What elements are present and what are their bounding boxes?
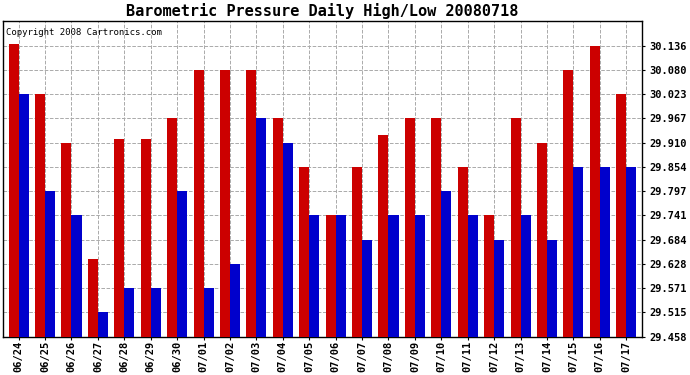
Bar: [177, 191, 187, 337]
Bar: [457, 167, 468, 337]
Bar: [484, 215, 494, 337]
Bar: [537, 143, 547, 337]
Bar: [124, 288, 135, 337]
Title: Barometric Pressure Daily High/Low 20080718: Barometric Pressure Daily High/Low 20080…: [126, 3, 519, 19]
Bar: [326, 215, 335, 337]
Bar: [388, 215, 399, 337]
Bar: [309, 215, 319, 337]
Bar: [141, 138, 150, 337]
Bar: [511, 118, 520, 337]
Bar: [167, 118, 177, 337]
Bar: [405, 118, 415, 337]
Bar: [61, 143, 72, 337]
Bar: [45, 191, 55, 337]
Bar: [415, 215, 425, 337]
Bar: [590, 46, 600, 337]
Bar: [257, 118, 266, 337]
Bar: [35, 94, 45, 337]
Bar: [8, 44, 19, 337]
Bar: [283, 143, 293, 337]
Bar: [230, 264, 240, 337]
Bar: [600, 167, 610, 337]
Bar: [98, 312, 108, 337]
Bar: [362, 240, 372, 337]
Bar: [193, 70, 204, 337]
Text: Copyright 2008 Cartronics.com: Copyright 2008 Cartronics.com: [6, 28, 162, 37]
Bar: [616, 94, 627, 337]
Bar: [115, 138, 124, 337]
Bar: [335, 215, 346, 337]
Bar: [150, 288, 161, 337]
Bar: [573, 167, 584, 337]
Bar: [494, 240, 504, 337]
Bar: [431, 118, 442, 337]
Bar: [19, 94, 29, 337]
Bar: [352, 167, 362, 337]
Bar: [220, 70, 230, 337]
Bar: [299, 167, 309, 337]
Bar: [88, 259, 98, 337]
Bar: [246, 70, 257, 337]
Bar: [520, 215, 531, 337]
Bar: [378, 135, 388, 337]
Bar: [72, 215, 81, 337]
Bar: [627, 167, 636, 337]
Bar: [204, 288, 214, 337]
Bar: [547, 240, 557, 337]
Bar: [442, 191, 451, 337]
Bar: [468, 215, 477, 337]
Bar: [563, 70, 573, 337]
Bar: [273, 118, 283, 337]
